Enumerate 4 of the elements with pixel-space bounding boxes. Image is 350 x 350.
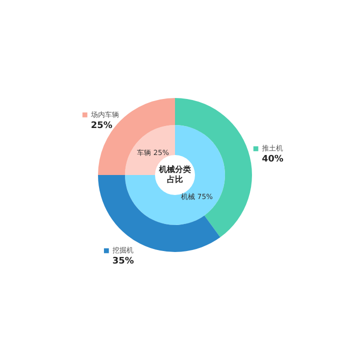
data-label: 35% [112,256,134,267]
data-label: 40% [262,154,284,165]
text: 机械分类占比 [158,165,191,184]
data-label: 25% [90,120,112,131]
